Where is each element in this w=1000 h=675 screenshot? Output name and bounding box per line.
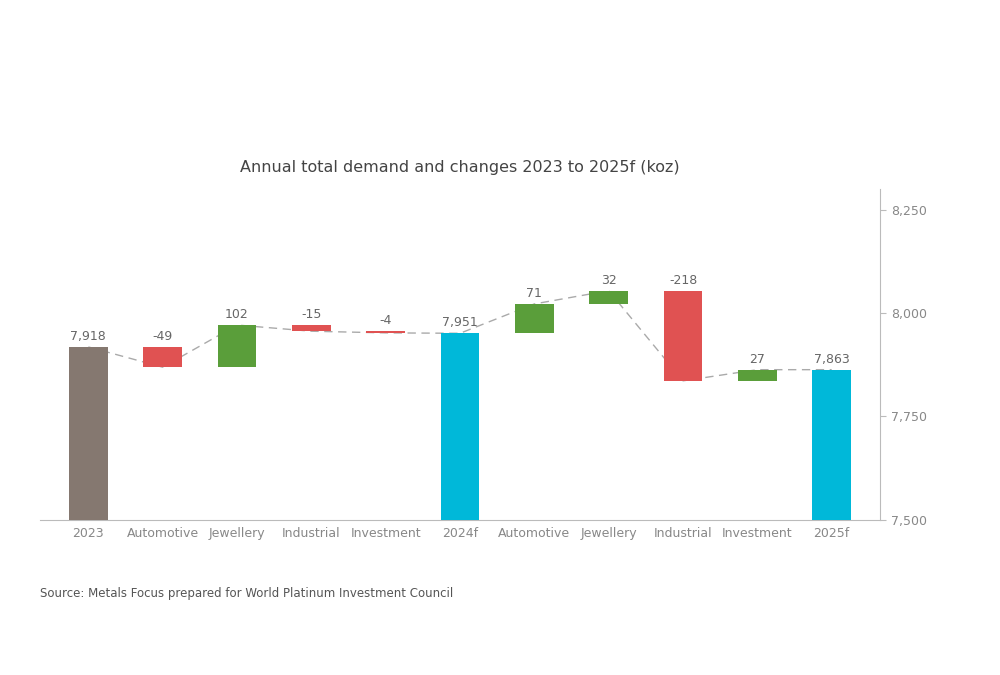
Text: -15: -15	[301, 308, 322, 321]
Bar	[664, 291, 702, 381]
Text: 71: 71	[526, 287, 542, 300]
Text: -49: -49	[153, 330, 173, 343]
Text: 7,863: 7,863	[814, 352, 850, 366]
Text: 7,918: 7,918	[70, 330, 106, 343]
Bar	[366, 331, 405, 333]
Text: 7,951: 7,951	[442, 316, 478, 329]
Bar	[441, 333, 479, 520]
Bar	[812, 370, 851, 520]
Text: 27: 27	[749, 352, 765, 366]
Bar	[143, 347, 182, 367]
Text: 102: 102	[225, 308, 249, 321]
Text: -218: -218	[669, 273, 697, 287]
Bar	[292, 325, 331, 331]
Bar	[738, 370, 777, 381]
Text: Source: Metals Focus prepared for World Platinum Investment Council: Source: Metals Focus prepared for World …	[40, 587, 453, 600]
Title: Annual total demand and changes 2023 to 2025f (koz): Annual total demand and changes 2023 to …	[240, 161, 680, 176]
Bar	[515, 304, 554, 333]
Bar	[589, 291, 628, 304]
Text: -4: -4	[379, 314, 392, 327]
Bar	[69, 347, 108, 520]
Bar	[218, 325, 256, 367]
Text: 32: 32	[601, 273, 617, 287]
